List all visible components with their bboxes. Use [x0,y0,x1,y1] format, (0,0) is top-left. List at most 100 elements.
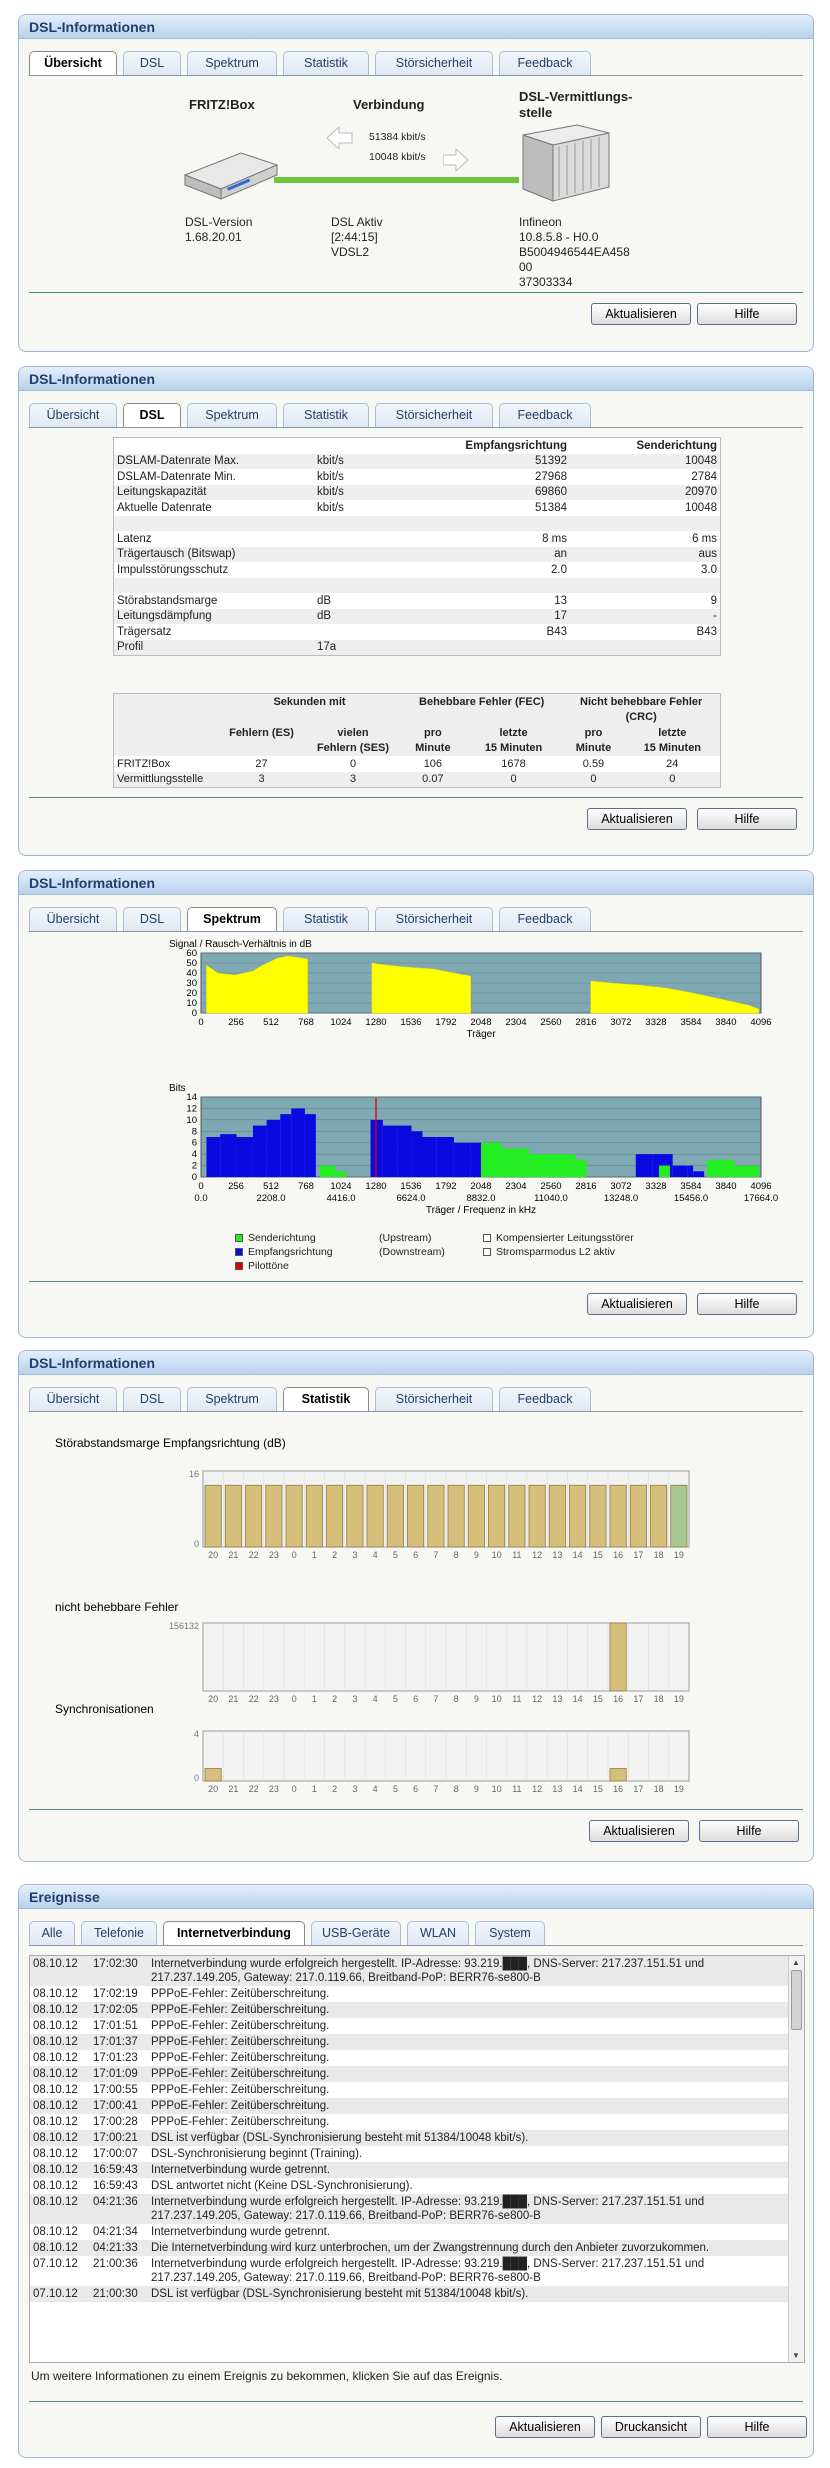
tab-interference[interactable]: Störsicherheit [375,907,493,931]
tab-line [29,75,803,76]
event-row[interactable]: 08.10.12 17:02:19 PPPoE-Fehler: Zeitübersc… [30,1986,788,2002]
bits-bar [481,1142,502,1177]
refresh-button[interactable]: Aktualisieren [589,1820,689,1842]
tab-dsl[interactable]: DSL [123,907,181,931]
events-holder: 08.10.12 17:02:30 Internetverbindung wurde… [30,1956,788,2302]
stat-chart-title: Synchronisationen [55,1702,154,1716]
stat-x-tick: 7 [433,1550,438,1560]
scrollbar[interactable]: ▲ ▼ [788,1956,804,2362]
legend: Senderichtung Empfangsrichtung Pilottöne [235,1231,333,1273]
event-row[interactable]: 08.10.12 04:21:33 Die Internetverbindung w… [30,2240,788,2256]
event-row[interactable]: 08.10.12 17:01:23 PPPoE-Fehler: Zeitübersc… [30,2050,788,2066]
snr-x-tick: 3328 [645,1017,666,1028]
tab-wlan[interactable]: WLAN [407,1921,469,1945]
tab-telephony[interactable]: Telefonie [81,1921,157,1945]
event-text: PPPoE-Fehler: Zeitüberschreitung. [148,2034,788,2050]
refresh-button[interactable]: Aktualisieren [495,2416,595,2438]
tab-spectrum[interactable]: Spektrum [187,907,277,932]
stat-x-tick: 18 [654,1694,664,1704]
tab-all[interactable]: Alle [29,1921,75,1945]
stat-x-tick: 5 [393,1694,398,1704]
tab-interference[interactable]: Störsicherheit [375,403,493,427]
tab-spectrum[interactable]: Spektrum [187,51,277,75]
divider [29,292,803,293]
tab-overview[interactable]: Übersicht [29,1387,117,1411]
event-row[interactable]: 08.10.12 17:00:07 DSL-Synchronisierung beg… [30,2146,788,2162]
stat-bar [285,1484,303,1548]
table-row [114,577,720,593]
event-date: 08.10.12 [30,2050,90,2066]
help-button[interactable]: Hilfe [697,303,797,325]
bits-bar [304,1114,316,1177]
event-row[interactable]: 07.10.12 21:00:30 DSL ist verfügbar (DSL-S… [30,2286,788,2302]
stat-x-tick: 15 [593,1784,603,1794]
bits-bar [734,1165,748,1177]
tab-dsl[interactable]: DSL [123,403,181,428]
event-row[interactable]: 08.10.12 17:00:21 DSL ist verfügbar (DSL-S… [30,2130,788,2146]
stat-bar [508,1484,526,1548]
tab-interference[interactable]: Störsicherheit [375,51,493,75]
stat-x-tick: 10 [492,1784,502,1794]
event-row[interactable]: 08.10.12 04:21:36 Internetverbindung wurde… [30,2194,788,2224]
tab-overview[interactable]: Übersicht [29,403,117,427]
tab-feedback[interactable]: Feedback [499,403,591,427]
event-row[interactable]: 08.10.12 17:00:28 PPPoE-Fehler: Zeitübersc… [30,2114,788,2130]
refresh-button[interactable]: Aktualisieren [591,303,691,325]
stat-x-tick: 14 [573,1784,583,1794]
tab-spectrum[interactable]: Spektrum [187,403,277,427]
bits-x-tick: 3328 [645,1181,666,1192]
tab-overview[interactable]: Übersicht [29,51,117,76]
tab-dsl[interactable]: DSL [123,51,181,75]
stat-x-tick: 7 [433,1694,438,1704]
help-button[interactable]: Hilfe [699,1820,799,1842]
tab-feedback[interactable]: Feedback [499,907,591,931]
tab-interference[interactable]: Störsicherheit [375,1387,493,1411]
tab-statistics[interactable]: Statistik [283,907,369,931]
tab-feedback[interactable]: Feedback [499,1387,591,1411]
help-button[interactable]: Hilfe [707,2416,807,2438]
scroll-thumb[interactable] [791,1970,802,2030]
tab-usb[interactable]: USB-Geräte [311,1921,401,1945]
stat-x-tick: 12 [532,1784,542,1794]
snr-x-tick: 256 [228,1017,244,1028]
tab-system[interactable]: System [475,1921,545,1945]
tab-statistics[interactable]: Statistik [283,403,369,427]
tab-overview[interactable]: Übersicht [29,907,117,931]
event-row[interactable]: 08.10.12 17:01:37 PPPoE-Fehler: Zeitübersc… [30,2034,788,2050]
tab-line [29,1945,803,1946]
tab-statistics[interactable]: Statistik [283,51,369,75]
refresh-button[interactable]: Aktualisieren [587,808,687,830]
help-button[interactable]: Hilfe [697,808,797,830]
event-row[interactable]: 07.10.12 21:00:36 Internetverbindung wurde… [30,2256,788,2286]
tab-statistics[interactable]: Statistik [283,1387,369,1412]
event-row[interactable]: 08.10.12 17:00:55 PPPoE-Fehler: Zeitübersc… [30,2082,788,2098]
event-row[interactable]: 08.10.12 16:59:43 Internetverbindung wurde… [30,2162,788,2178]
stat-bar [305,1484,323,1548]
event-row[interactable]: 08.10.12 17:01:51 PPPoE-Fehler: Zeitübersc… [30,2018,788,2034]
scroll-down-icon[interactable]: ▼ [792,2351,800,2360]
bits-bar [411,1131,423,1177]
event-row[interactable]: 08.10.12 17:00:41 PPPoE-Fehler: Zeitübersc… [30,2098,788,2114]
event-row[interactable]: 08.10.12 17:01:09 PPPoE-Fehler: Zeitübersc… [30,2066,788,2082]
bits-bar [575,1159,587,1177]
stat-x-tick: 2 [332,1694,337,1704]
print-button[interactable]: Druckansicht [601,2416,701,2438]
tab-dsl[interactable]: DSL [123,1387,181,1411]
event-row[interactable]: 08.10.12 04:21:34 Internetverbindung wurde… [30,2224,788,2240]
dsl-stats-table: Empfangsrichtung Senderichtung DSLAM-Dat… [113,437,721,656]
stat-x-tick: 11 [512,1694,521,1704]
tab-spectrum[interactable]: Spektrum [187,1387,277,1411]
tab-internet[interactable]: Internetverbindung [163,1921,305,1946]
events-list[interactable]: 08.10.12 17:02:30 Internetverbindung wurde… [29,1955,805,2363]
tab-feedback[interactable]: Feedback [499,51,591,75]
scroll-up-icon[interactable]: ▲ [792,1958,800,1967]
event-row[interactable]: 08.10.12 17:02:30 Internetverbindung wurde… [30,1956,788,1986]
stat-x-tick: 9 [474,1784,479,1794]
refresh-button[interactable]: Aktualisieren [587,1293,687,1315]
panel-dsl: DSL-Informationen Übersicht DSL Spektrum… [18,366,814,856]
help-button[interactable]: Hilfe [697,1293,797,1315]
stat-bar [224,1484,242,1548]
event-row[interactable]: 08.10.12 16:59:43 DSL antwortet nicht (Kei… [30,2178,788,2194]
event-row[interactable]: 08.10.12 17:02:05 PPPoE-Fehler: Zeitübersc… [30,2002,788,2018]
event-date: 08.10.12 [30,1986,90,2002]
